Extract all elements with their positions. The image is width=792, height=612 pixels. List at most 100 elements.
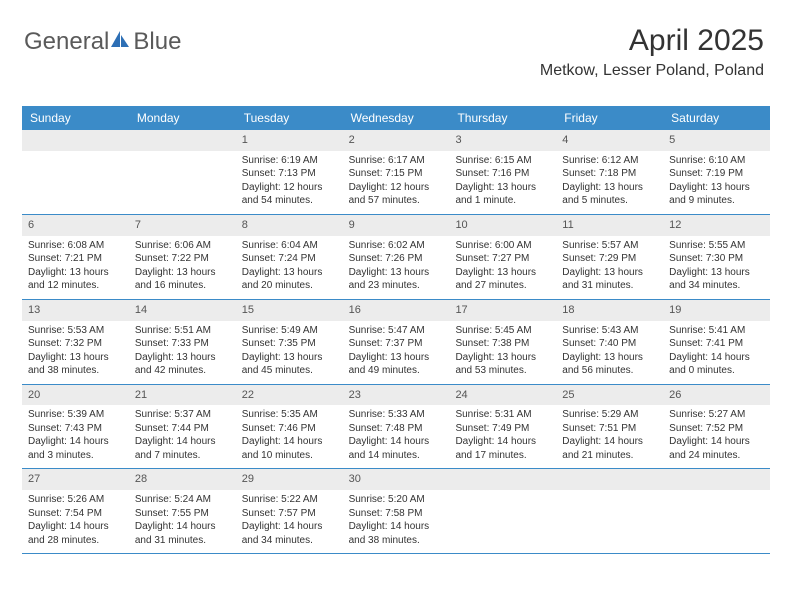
day-number: 15 <box>236 300 343 321</box>
daylight-text: Daylight: 14 hours and 10 minutes. <box>242 435 337 462</box>
day-header-fri: Friday <box>556 106 663 130</box>
sunrise-text: Sunrise: 5:45 AM <box>455 324 550 338</box>
sunrise-text: Sunrise: 5:51 AM <box>135 324 230 338</box>
sunset-text: Sunset: 7:58 PM <box>349 507 444 521</box>
day-body: Sunrise: 5:45 AMSunset: 7:38 PMDaylight:… <box>449 321 556 384</box>
day-number: 3 <box>449 130 556 151</box>
day-number: 5 <box>663 130 770 151</box>
sunrise-text: Sunrise: 6:12 AM <box>562 154 657 168</box>
sunrise-text: Sunrise: 5:31 AM <box>455 408 550 422</box>
daylight-text: Daylight: 13 hours and 42 minutes. <box>135 351 230 378</box>
day-cell <box>663 469 770 553</box>
day-cell: 1Sunrise: 6:19 AMSunset: 7:13 PMDaylight… <box>236 130 343 214</box>
day-number: 14 <box>129 300 236 321</box>
sunset-text: Sunset: 7:54 PM <box>28 507 123 521</box>
sunset-text: Sunset: 7:18 PM <box>562 167 657 181</box>
day-cell: 15Sunrise: 5:49 AMSunset: 7:35 PMDayligh… <box>236 300 343 384</box>
day-body: Sunrise: 5:41 AMSunset: 7:41 PMDaylight:… <box>663 321 770 384</box>
day-header-wed: Wednesday <box>343 106 450 130</box>
day-cell: 10 Sunrise: 6:00 AMSunset: 7:27 PMDayligh… <box>449 215 556 299</box>
sunset-text: Sunset: 7:30 PM <box>669 252 764 266</box>
day-cell: 26Sunrise: 5:27 AMSunset: 7:52 PMDayligh… <box>663 385 770 469</box>
sunset-text: Sunset: 7:37 PM <box>349 337 444 351</box>
day-body: Sunrise: 5:51 AMSunset: 7:33 PMDaylight:… <box>129 321 236 384</box>
day-cell: 12Sunrise: 5:55 AMSunset: 7:30 PMDayligh… <box>663 215 770 299</box>
sunrise-text: Sunrise: 6:00 AM <box>455 239 550 253</box>
sunset-text: Sunset: 7:19 PM <box>669 167 764 181</box>
day-number: 30 <box>343 469 450 490</box>
daylight-text: Daylight: 14 hours and 0 minutes. <box>669 351 764 378</box>
day-body: Sunrise: 5:29 AMSunset: 7:51 PMDaylight:… <box>556 405 663 468</box>
sunrise-text: Sunrise: 5:33 AM <box>349 408 444 422</box>
daylight-text: Daylight: 14 hours and 31 minutes. <box>135 520 230 547</box>
day-number: 29 <box>236 469 343 490</box>
day-body: Sunrise: 5:53 AMSunset: 7:32 PMDaylight:… <box>22 321 129 384</box>
day-body: Sunrise: 5:33 AMSunset: 7:48 PMDaylight:… <box>343 405 450 468</box>
daylight-text: Daylight: 14 hours and 7 minutes. <box>135 435 230 462</box>
day-cell: 5Sunrise: 6:10 AMSunset: 7:19 PMDaylight… <box>663 130 770 214</box>
sunset-text: Sunset: 7:26 PM <box>349 252 444 266</box>
daylight-text: Daylight: 14 hours and 21 minutes. <box>562 435 657 462</box>
sunset-text: Sunset: 7:27 PM <box>455 252 550 266</box>
daylight-text: Daylight: 14 hours and 34 minutes. <box>242 520 337 547</box>
day-body: Sunrise: 5:24 AMSunset: 7:55 PMDaylight:… <box>129 490 236 553</box>
sunset-text: Sunset: 7:29 PM <box>562 252 657 266</box>
day-number: 2 <box>343 130 450 151</box>
day-number: 10 <box>449 215 556 236</box>
day-header-sun: Sunday <box>22 106 129 130</box>
sunrise-text: Sunrise: 6:06 AM <box>135 239 230 253</box>
sunrise-text: Sunrise: 6:15 AM <box>455 154 550 168</box>
sunset-text: Sunset: 7:35 PM <box>242 337 337 351</box>
daylight-text: Daylight: 13 hours and 16 minutes. <box>135 266 230 293</box>
day-body: Sunrise: 5:39 AMSunset: 7:43 PMDaylight:… <box>22 405 129 468</box>
day-number <box>663 469 770 490</box>
week-row: 27Sunrise: 5:26 AMSunset: 7:54 PMDayligh… <box>22 469 770 554</box>
day-cell: 9Sunrise: 6:02 AMSunset: 7:26 PMDaylight… <box>343 215 450 299</box>
day-cell: 17Sunrise: 5:45 AMSunset: 7:38 PMDayligh… <box>449 300 556 384</box>
day-body: Sunrise: 5:43 AMSunset: 7:40 PMDaylight:… <box>556 321 663 384</box>
sunset-text: Sunset: 7:55 PM <box>135 507 230 521</box>
day-body: Sunrise: 6:06 AMSunset: 7:22 PMDaylight:… <box>129 236 236 299</box>
daylight-text: Daylight: 13 hours and 5 minutes. <box>562 181 657 208</box>
day-cell: 6Sunrise: 6:08 AMSunset: 7:21 PMDaylight… <box>22 215 129 299</box>
day-cell: 18Sunrise: 5:43 AMSunset: 7:40 PMDayligh… <box>556 300 663 384</box>
day-header-thu: Thursday <box>449 106 556 130</box>
sunset-text: Sunset: 7:52 PM <box>669 422 764 436</box>
day-body: Sunrise: 5:27 AMSunset: 7:52 PMDaylight:… <box>663 405 770 468</box>
day-number: 12 <box>663 215 770 236</box>
day-body: Sunrise: 5:22 AMSunset: 7:57 PMDaylight:… <box>236 490 343 553</box>
day-cell: 23Sunrise: 5:33 AMSunset: 7:48 PMDayligh… <box>343 385 450 469</box>
day-cell: 21Sunrise: 5:37 AMSunset: 7:44 PMDayligh… <box>129 385 236 469</box>
day-cell: 28Sunrise: 5:24 AMSunset: 7:55 PMDayligh… <box>129 469 236 553</box>
daylight-text: Daylight: 13 hours and 27 minutes. <box>455 266 550 293</box>
day-cell: 4Sunrise: 6:12 AMSunset: 7:18 PMDaylight… <box>556 130 663 214</box>
day-body: Sunrise: 5:55 AMSunset: 7:30 PMDaylight:… <box>663 236 770 299</box>
daylight-text: Daylight: 12 hours and 57 minutes. <box>349 181 444 208</box>
sunrise-text: Sunrise: 5:22 AM <box>242 493 337 507</box>
day-body: Sunrise: 6:15 AMSunset: 7:16 PMDaylight:… <box>449 151 556 214</box>
sunset-text: Sunset: 7:32 PM <box>28 337 123 351</box>
logo-text-blue: Blue <box>133 28 181 56</box>
weeks-container: 1Sunrise: 6:19 AMSunset: 7:13 PMDaylight… <box>22 130 770 554</box>
day-header-sat: Saturday <box>663 106 770 130</box>
month-title: April 2025 <box>540 24 764 58</box>
daylight-text: Daylight: 14 hours and 17 minutes. <box>455 435 550 462</box>
calendar: Sunday Monday Tuesday Wednesday Thursday… <box>22 106 770 554</box>
day-number: 28 <box>129 469 236 490</box>
day-body: Sunrise: 6:12 AMSunset: 7:18 PMDaylight:… <box>556 151 663 214</box>
sunset-text: Sunset: 7:46 PM <box>242 422 337 436</box>
day-number: 18 <box>556 300 663 321</box>
daylight-text: Daylight: 13 hours and 38 minutes. <box>28 351 123 378</box>
sunrise-text: Sunrise: 6:10 AM <box>669 154 764 168</box>
daylight-text: Daylight: 14 hours and 38 minutes. <box>349 520 444 547</box>
sunrise-text: Sunrise: 5:26 AM <box>28 493 123 507</box>
sunrise-text: Sunrise: 5:39 AM <box>28 408 123 422</box>
sunrise-text: Sunrise: 6:02 AM <box>349 239 444 253</box>
day-cell <box>22 130 129 214</box>
day-cell: 2Sunrise: 6:17 AMSunset: 7:15 PMDaylight… <box>343 130 450 214</box>
day-number: 16 <box>343 300 450 321</box>
day-cell: 11Sunrise: 5:57 AMSunset: 7:29 PMDayligh… <box>556 215 663 299</box>
day-number: 21 <box>129 385 236 406</box>
week-row: 13Sunrise: 5:53 AMSunset: 7:32 PMDayligh… <box>22 300 770 385</box>
sunrise-text: Sunrise: 5:49 AM <box>242 324 337 338</box>
